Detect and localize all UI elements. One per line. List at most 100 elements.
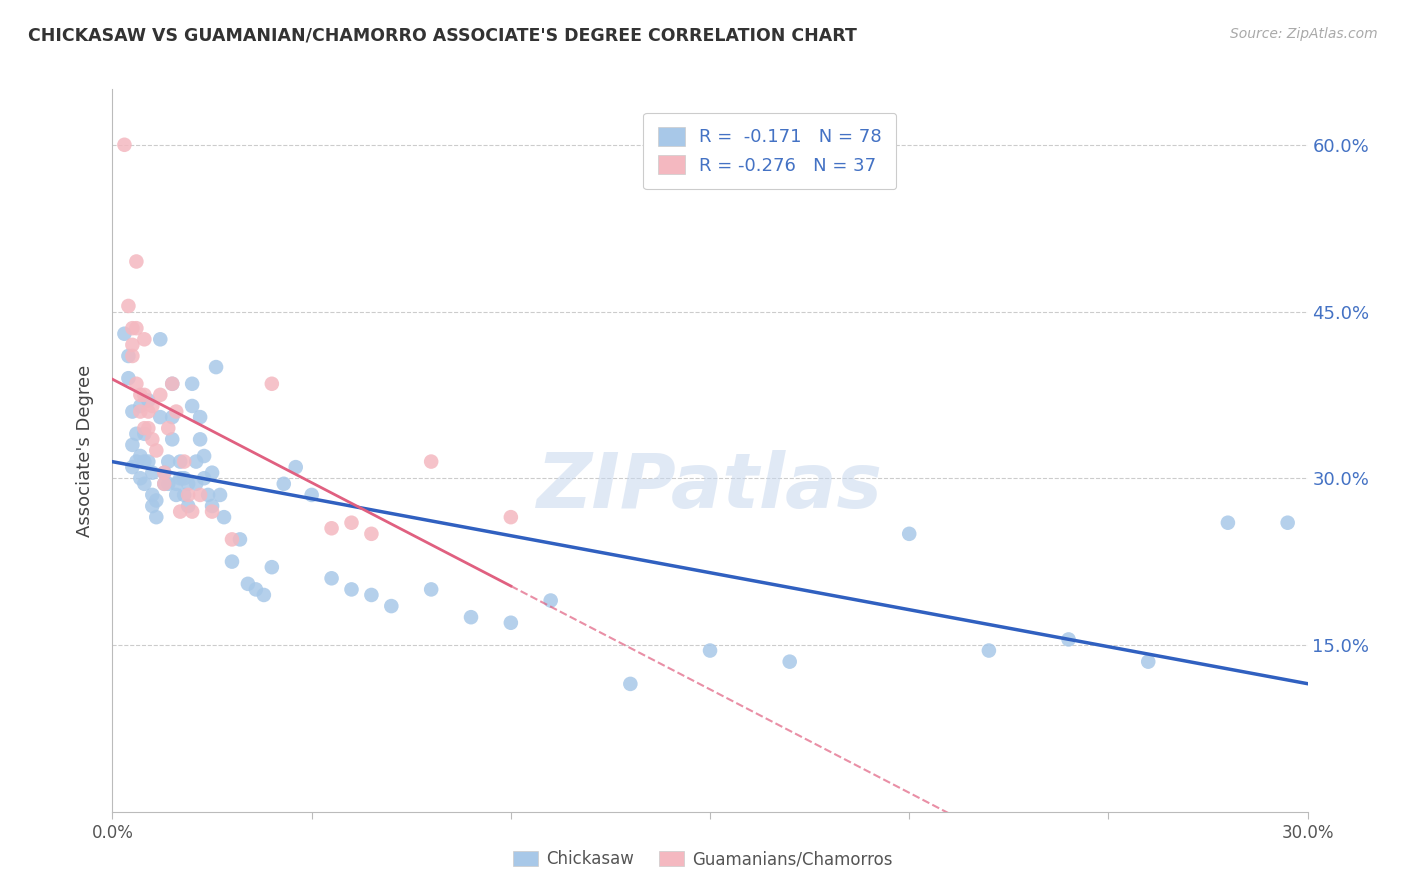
Point <box>273 476 295 491</box>
Point <box>360 588 382 602</box>
Point <box>619 677 641 691</box>
Point <box>153 476 176 491</box>
Point <box>121 460 143 475</box>
Point <box>260 376 283 391</box>
Point <box>169 505 191 519</box>
Point <box>499 510 522 524</box>
Point <box>236 577 259 591</box>
Point <box>209 488 232 502</box>
Point <box>420 454 443 468</box>
Point <box>186 476 208 491</box>
Point <box>157 421 180 435</box>
Point <box>169 454 191 468</box>
Point <box>157 476 180 491</box>
Point <box>1057 632 1080 647</box>
Point <box>117 371 139 385</box>
Point <box>162 410 183 425</box>
Point <box>134 332 156 346</box>
Point <box>138 421 160 435</box>
Point <box>165 404 187 418</box>
Point <box>134 388 156 402</box>
Point <box>125 254 148 268</box>
Point <box>193 471 215 485</box>
Point <box>186 454 208 468</box>
Point <box>153 466 176 480</box>
Point <box>129 388 152 402</box>
Point <box>1277 516 1299 530</box>
Point <box>253 588 276 602</box>
Point <box>181 399 204 413</box>
Text: CHICKASAW VS GUAMANIAN/CHAMORRO ASSOCIATE'S DEGREE CORRELATION CHART: CHICKASAW VS GUAMANIAN/CHAMORRO ASSOCIAT… <box>28 27 858 45</box>
Point <box>499 615 522 630</box>
Point <box>138 454 160 468</box>
Point <box>201 466 224 480</box>
Point <box>340 516 363 530</box>
Point <box>260 560 283 574</box>
Point <box>301 488 323 502</box>
Point <box>145 443 167 458</box>
Point <box>212 510 235 524</box>
Point <box>188 488 211 502</box>
Point <box>229 533 252 547</box>
Point <box>121 438 143 452</box>
Point <box>141 488 163 502</box>
Point <box>173 488 195 502</box>
Point <box>149 332 172 346</box>
Point <box>162 433 183 447</box>
Point <box>245 582 267 597</box>
Point <box>145 493 167 508</box>
Point <box>141 433 163 447</box>
Point <box>129 471 152 485</box>
Point <box>173 471 195 485</box>
Point <box>321 521 343 535</box>
Point <box>188 410 211 425</box>
Text: Source: ZipAtlas.com: Source: ZipAtlas.com <box>1230 27 1378 41</box>
Point <box>153 466 176 480</box>
Point <box>153 476 176 491</box>
Point <box>205 360 228 375</box>
Point <box>121 321 143 335</box>
Point <box>162 376 183 391</box>
Point <box>177 499 200 513</box>
Point <box>162 376 183 391</box>
Point <box>181 376 204 391</box>
Point <box>460 610 482 624</box>
Point <box>138 393 160 408</box>
Point <box>134 476 156 491</box>
Point <box>898 526 921 541</box>
Point <box>169 471 191 485</box>
Point <box>165 476 187 491</box>
Y-axis label: Associate's Degree: Associate's Degree <box>76 364 94 537</box>
Point <box>197 488 219 502</box>
Point <box>149 388 172 402</box>
Point <box>977 643 1000 657</box>
Point <box>177 488 200 502</box>
Point <box>141 499 163 513</box>
Point <box>221 533 243 547</box>
Point <box>134 426 156 441</box>
Point <box>188 433 211 447</box>
Point <box>129 404 152 418</box>
Point <box>1137 655 1160 669</box>
Point <box>360 526 382 541</box>
Point <box>201 499 224 513</box>
Point <box>125 321 148 335</box>
Point <box>321 571 343 585</box>
Point <box>201 505 224 519</box>
Point <box>129 399 152 413</box>
Point <box>165 488 187 502</box>
Point <box>134 454 156 468</box>
Legend: Chickasaw, Guamanians/Chamorros: Chickasaw, Guamanians/Chamorros <box>506 844 900 875</box>
Point <box>114 326 135 341</box>
Point <box>173 454 195 468</box>
Point <box>134 421 156 435</box>
Point <box>1216 516 1239 530</box>
Point <box>114 137 135 152</box>
Legend: R =  -0.171   N = 78, R = -0.276   N = 37: R = -0.171 N = 78, R = -0.276 N = 37 <box>644 112 896 189</box>
Point <box>284 460 307 475</box>
Point <box>177 476 200 491</box>
Point <box>117 349 139 363</box>
Point <box>145 510 167 524</box>
Point <box>138 404 160 418</box>
Point <box>540 593 562 607</box>
